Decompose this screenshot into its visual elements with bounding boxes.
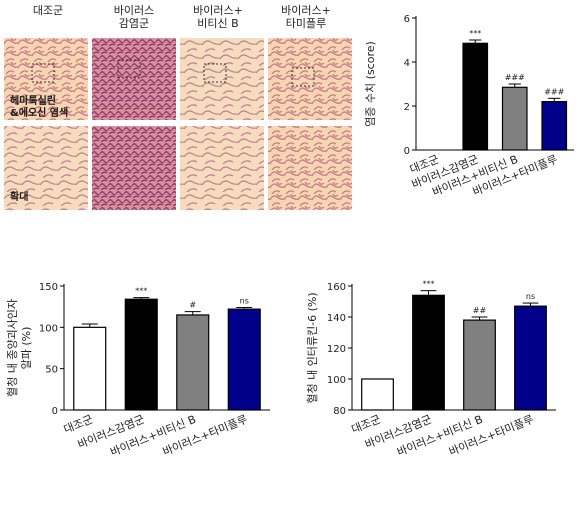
y-tick-label: 80 bbox=[333, 406, 346, 417]
histology-tiles bbox=[4, 38, 352, 210]
significance-label: ### bbox=[505, 73, 525, 82]
y-tick-label: 4 bbox=[404, 58, 410, 69]
tile-tamiflu-overview bbox=[268, 38, 352, 120]
inflammation-score-chart: 염증 수치 (score)0246대조군***바이러스감염군###바이러스+비티… bbox=[364, 14, 574, 199]
tile-virus-overview bbox=[92, 38, 176, 120]
bar bbox=[412, 294, 445, 411]
tnf-alpha-chart: 혈청 내 종양괴사인자 알파 (%)050100150대조군***바이러스감염군#… bbox=[5, 282, 270, 459]
bar bbox=[463, 319, 496, 411]
bar bbox=[501, 86, 528, 151]
histology-panel: 대조군 바이러스 감염군 바이러스+ 비티신 B 바이러스+ 타미플루 bbox=[0, 0, 360, 212]
bar bbox=[227, 308, 261, 411]
y-tick-label: 160 bbox=[327, 282, 346, 293]
tile-bitisin-overview bbox=[180, 38, 264, 120]
column-label-virus-tamiflu: 바이러스+ 타미플루 bbox=[281, 4, 331, 30]
y-tick-label: 0 bbox=[52, 406, 58, 417]
y-tick-label: 120 bbox=[327, 344, 346, 355]
column-label-control: 대조군 bbox=[32, 4, 64, 17]
significance-label: ns bbox=[240, 296, 249, 305]
stain-label: 헤마톡실린 &에오신 염색 bbox=[10, 96, 69, 119]
y-tick-label: 2 bbox=[404, 102, 410, 113]
y-tick-label: 140 bbox=[327, 313, 346, 324]
y-tick-label: 100 bbox=[327, 375, 346, 386]
zoom-label: 확대 bbox=[10, 192, 29, 203]
significance-label: # bbox=[189, 301, 196, 310]
tile-tamiflu-zoom bbox=[268, 126, 352, 210]
y-axis-label-line: 혈청 내 종양괴사인자 bbox=[5, 299, 19, 397]
y-tick-label: 100 bbox=[39, 323, 58, 334]
column-label-virus-bitisin: 바이러스+ 비티신 B bbox=[193, 4, 243, 30]
tile-control-overview bbox=[4, 38, 88, 120]
significance-label: ## bbox=[473, 306, 487, 315]
bar bbox=[73, 326, 107, 411]
y-axis-label: 혈청 내 인터류킨-6 (%) bbox=[305, 292, 319, 403]
column-label-virus: 바이러스 감염군 bbox=[113, 4, 155, 30]
y-axis-label: 염증 수치 (score) bbox=[364, 41, 377, 127]
tile-control-zoom bbox=[4, 126, 88, 210]
bar bbox=[514, 305, 547, 411]
bar bbox=[176, 314, 210, 411]
significance-label: *** bbox=[135, 287, 147, 296]
il6-chart: 혈청 내 인터류킨-6 (%)80100120140160대조군***바이러스감… bbox=[305, 280, 556, 459]
tile-virus-zoom bbox=[92, 126, 176, 210]
y-axis-label-line: 알파 (%) bbox=[19, 327, 33, 370]
significance-label: ### bbox=[544, 87, 564, 96]
tile-bitisin-zoom bbox=[180, 126, 264, 210]
y-tick-label: 50 bbox=[45, 365, 58, 376]
bar bbox=[462, 42, 489, 151]
significance-label: ns bbox=[526, 292, 535, 301]
y-tick-label: 150 bbox=[39, 282, 58, 293]
bar bbox=[124, 298, 158, 411]
y-tick-label: 6 bbox=[404, 14, 410, 25]
bar bbox=[541, 100, 568, 151]
bar bbox=[361, 378, 394, 411]
significance-label: *** bbox=[423, 280, 435, 289]
significance-label: *** bbox=[469, 29, 481, 38]
y-tick-label: 0 bbox=[404, 146, 410, 157]
